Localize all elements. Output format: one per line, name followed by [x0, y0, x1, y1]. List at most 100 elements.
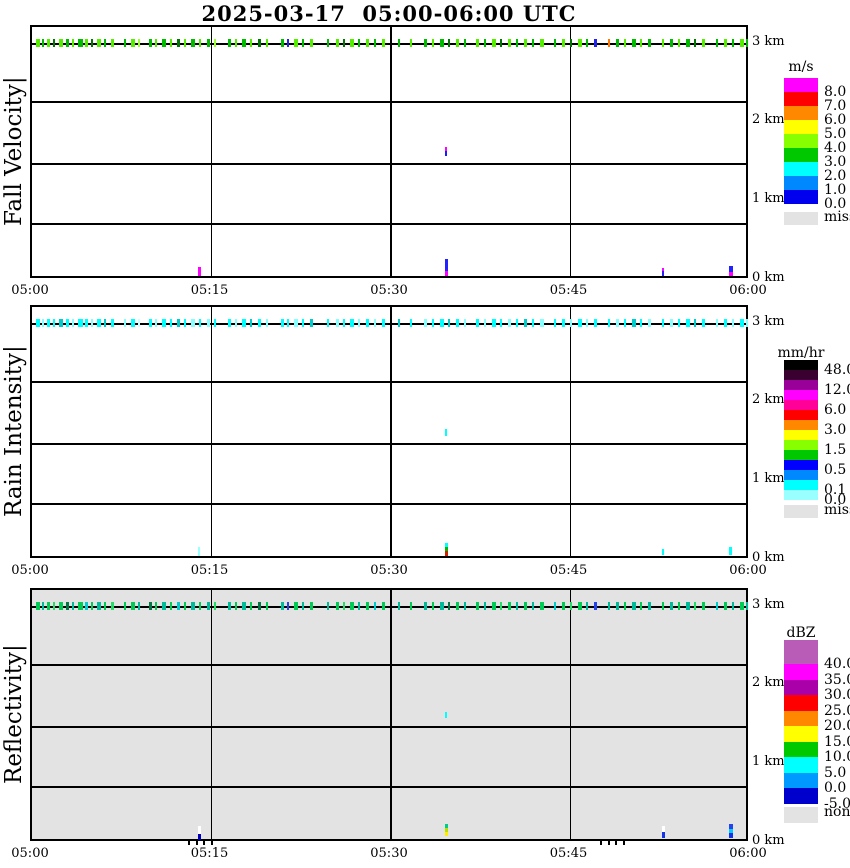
- band-data-speck: [540, 319, 544, 327]
- band-data-speck: [327, 602, 329, 610]
- band-data-speck: [608, 319, 610, 327]
- data-point-segment: [662, 826, 665, 832]
- legend-color-swatch: [784, 78, 818, 92]
- gridline-vertical: [210, 27, 212, 276]
- data-point-segment: [729, 833, 733, 838]
- time-axis-tick-label: 05:00: [11, 846, 49, 861]
- legend-color-swatch: [784, 190, 818, 204]
- band-data-speck: [131, 602, 135, 610]
- band-data-speck: [702, 602, 705, 610]
- band-baseline: [32, 323, 746, 325]
- band-data-speck: [476, 602, 479, 610]
- height-axis-tick-label: 2 km: [752, 675, 785, 690]
- legend-tick-label: 15.0: [824, 733, 850, 750]
- band-data-speck: [53, 319, 55, 327]
- gridline-horizontal: [32, 101, 746, 103]
- band-data-speck: [66, 39, 69, 47]
- band-data-speck: [366, 602, 369, 610]
- time-axis-tick-label: 05:15: [190, 846, 229, 861]
- band-data-speck: [104, 602, 106, 610]
- band-data-speck: [242, 602, 246, 610]
- band-data-speck: [266, 39, 268, 47]
- legend-color-swatch: [784, 450, 818, 460]
- band-data-speck: [258, 319, 261, 327]
- data-point-segment: [445, 543, 448, 547]
- band-data-speck: [228, 39, 231, 47]
- band-data-speck: [594, 602, 597, 610]
- band-data-speck: [456, 39, 459, 47]
- band-data-speck: [694, 319, 696, 327]
- band-data-speck: [53, 39, 55, 47]
- gridline-vertical: [210, 307, 212, 556]
- time-axis-tick-label: 05:15: [190, 283, 229, 298]
- legend-tick-label: 0.0: [824, 780, 847, 796]
- data-point-segment: [445, 271, 448, 276]
- legend-color-swatch: [784, 162, 818, 176]
- band-data-speck: [398, 602, 400, 610]
- band-data-speck: [162, 319, 166, 327]
- band-data-speck: [398, 39, 400, 47]
- plot-area-fall-velocity: [30, 25, 748, 278]
- legend-color-swatch: [784, 470, 818, 480]
- legend-color-swatch: [784, 370, 818, 380]
- band-data-speck: [746, 39, 748, 47]
- legend-tick-label: 4.0: [824, 140, 847, 156]
- data-point-segment: [729, 266, 733, 272]
- band-data-speck: [448, 39, 450, 47]
- legend-color-swatch: [784, 490, 818, 500]
- gridline-vertical: [569, 307, 571, 556]
- band-data-speck: [632, 602, 636, 610]
- panel-rain-intensity: Rain Intensity| 3 km 2 km 1 km 0 km 05:00 05:…: [0, 305, 850, 578]
- band-data-speck: [281, 319, 284, 327]
- band-data-speck: [702, 39, 705, 47]
- height-axis-tick-label: 3 km: [752, 597, 785, 612]
- sub-axis-mark: [615, 841, 617, 845]
- band-data-speck: [484, 39, 486, 47]
- band-data-speck: [111, 319, 114, 327]
- legend-color-swatch: [784, 176, 818, 190]
- band-data-speck: [554, 602, 556, 610]
- data-point-segment: [662, 549, 664, 555]
- data-point-segment: [445, 259, 448, 271]
- band-data-speck: [500, 39, 502, 47]
- legend-colorbar: [784, 78, 818, 204]
- band-data-speck: [424, 39, 427, 47]
- band-data-speck: [578, 602, 582, 610]
- data-point-segment: [729, 272, 733, 276]
- legend-color-swatch: [784, 788, 818, 804]
- band-data-speck: [366, 319, 369, 327]
- legend-tick-label: 2.0: [824, 168, 847, 184]
- band-data-speck: [36, 602, 40, 610]
- band-data-speck: [287, 602, 289, 610]
- height-axis-tick-label: 3 km: [752, 34, 785, 49]
- band-data-speck: [476, 319, 479, 327]
- band-data-speck: [104, 39, 106, 47]
- band-data-speck: [336, 319, 339, 327]
- band-data-speck: [464, 319, 466, 327]
- band-data-speck: [694, 602, 696, 610]
- y-axis-label-reflectivity: Reflectivity|: [1, 644, 27, 785]
- band-data-speck: [287, 39, 289, 47]
- legend-title: mm/hr: [777, 345, 825, 361]
- time-axis-tick-label: 05:00: [11, 283, 49, 298]
- legend-tick-label: 48.0: [824, 362, 850, 378]
- y-axis-label-rain-intensity: Rain Intensity|: [1, 345, 27, 518]
- band-data-speck: [424, 319, 427, 327]
- band-data-speck: [97, 319, 101, 327]
- time-axis-tick-label: 06:00: [729, 283, 767, 298]
- legend-tick-label: 10.0: [824, 749, 850, 765]
- band-data-speck: [138, 39, 140, 47]
- band-data-speck: [440, 39, 444, 47]
- band-data-speck: [85, 39, 88, 47]
- band-data-speck: [492, 319, 496, 327]
- plot-area-rain-intensity: [30, 305, 748, 558]
- band-data-speck: [184, 39, 186, 47]
- band-data-speck: [524, 319, 527, 327]
- height-axis-tick-label: 1 km: [752, 754, 785, 769]
- band-data-speck: [250, 39, 252, 47]
- figure-title: 2025-03-17 05:00-06:00 UTC: [201, 1, 577, 26]
- legend-color-swatch: [784, 380, 818, 390]
- time-axis-tick-label: 05:45: [549, 846, 588, 861]
- data-point-segment: [445, 429, 447, 436]
- gridline-vertical: [210, 590, 212, 839]
